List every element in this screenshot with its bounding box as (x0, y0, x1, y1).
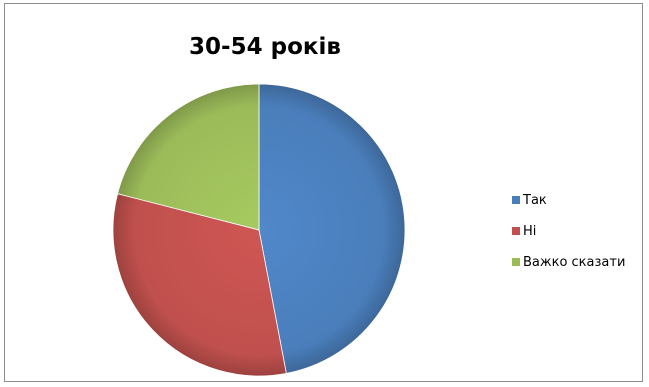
legend-swatch-tak (512, 196, 520, 204)
legend-swatch-vazhko-skazaty (512, 258, 520, 266)
pie-slice-0 (258, 83, 406, 374)
legend-swatch-ni (512, 227, 520, 235)
legend-label-ni: Ні (523, 223, 537, 239)
pie-slice-1 (112, 193, 287, 377)
legend-item-vazhko-skazaty: Важко сказати (512, 252, 625, 272)
legend-item-tak: Так (512, 190, 625, 210)
legend-label-vazhko-skazaty: Важко сказати (523, 254, 626, 270)
pie-slice-2 (117, 83, 260, 231)
chart-title: 30-54 років (189, 34, 341, 60)
legend-label-tak: Так (523, 192, 547, 208)
legend-item-ni: Ні (512, 221, 625, 241)
legend: Так Ні Важко сказати (512, 190, 625, 283)
